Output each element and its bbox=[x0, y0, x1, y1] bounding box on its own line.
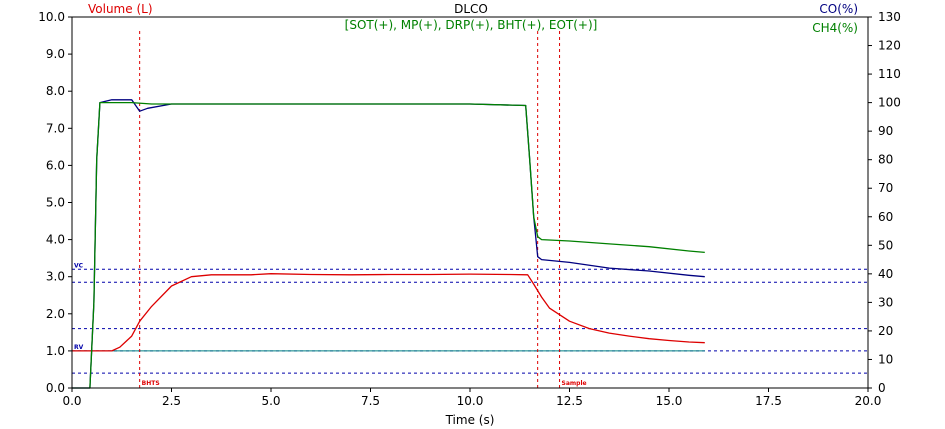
event-marker-label: BHTS bbox=[142, 380, 160, 387]
x-tick-label: 0.0 bbox=[62, 394, 81, 408]
right-y-tick-label: 120 bbox=[878, 39, 901, 53]
right-y-tick-label: 20 bbox=[878, 324, 893, 338]
axes: 0.0 2.5 5.0 7.5 10.0 12.5 15.0 17.5 20.0 0.0 1.0 2.… bbox=[38, 10, 901, 408]
left-y-tick-label: 8.0 bbox=[46, 84, 65, 98]
reference-line-label: VC bbox=[74, 262, 84, 269]
right-y-tick-label: 50 bbox=[878, 238, 893, 252]
x-axis-label: Time (s) bbox=[445, 413, 495, 427]
left-axis-label: Volume (L) bbox=[88, 2, 153, 16]
left-y-tick-label: 4.0 bbox=[46, 233, 65, 247]
chart-subtitle: [SOT(+), MP(+), DRP(+), BHT(+), EOT(+)] bbox=[345, 18, 598, 32]
ch4-series-line bbox=[72, 101, 705, 389]
left-y-tick-label: 3.0 bbox=[46, 270, 65, 284]
right-y-tick-label: 10 bbox=[878, 352, 893, 366]
left-y-tick-label: 9.0 bbox=[46, 47, 65, 61]
x-tick-label: 10.0 bbox=[457, 394, 484, 408]
event-marker-label: Sample bbox=[562, 380, 587, 387]
volume-series-line bbox=[72, 273, 705, 352]
x-tick-label: 2.5 bbox=[162, 394, 181, 408]
right-y-tick-label: 30 bbox=[878, 295, 893, 309]
left-y-tick-label: 5.0 bbox=[46, 196, 65, 210]
right-y-tick-label: 0 bbox=[878, 381, 886, 395]
right-y-tick-label: 100 bbox=[878, 96, 901, 110]
right-axis-label-co: CO(%) bbox=[819, 2, 858, 16]
x-tick-label: 12.5 bbox=[556, 394, 583, 408]
data-series bbox=[72, 99, 705, 389]
x-tick-label: 7.5 bbox=[361, 394, 380, 408]
x-tick-label: 20.0 bbox=[855, 394, 882, 408]
left-y-tick-label: 2.0 bbox=[46, 307, 65, 321]
plot-frame bbox=[71, 16, 869, 389]
x-tick-label: 17.5 bbox=[755, 394, 782, 408]
x-tick-label: 15.0 bbox=[656, 394, 683, 408]
reference-lines: VC RV BHTS Sample bbox=[72, 31, 868, 388]
left-y-tick-label: 10.0 bbox=[38, 10, 65, 24]
right-y-tick-label: 40 bbox=[878, 267, 893, 281]
left-y-tick-label: 0.0 bbox=[46, 381, 65, 395]
right-y-tick-label: 80 bbox=[878, 153, 893, 167]
right-y-tick-label: 130 bbox=[878, 10, 901, 24]
x-tick-label: 5.0 bbox=[261, 394, 280, 408]
right-y-tick-label: 70 bbox=[878, 181, 893, 195]
chart-title: DLCO bbox=[454, 2, 488, 16]
right-y-tick-label: 60 bbox=[878, 210, 893, 224]
reference-line-label: RV bbox=[74, 344, 84, 351]
right-y-tick-label: 90 bbox=[878, 124, 893, 138]
right-y-tick-label: 110 bbox=[878, 67, 901, 81]
right-axis-label-ch4: CH4(%) bbox=[812, 21, 858, 35]
left-y-tick-label: 1.0 bbox=[46, 344, 65, 358]
left-y-tick-label: 7.0 bbox=[46, 121, 65, 135]
left-y-tick-label: 6.0 bbox=[46, 158, 65, 172]
